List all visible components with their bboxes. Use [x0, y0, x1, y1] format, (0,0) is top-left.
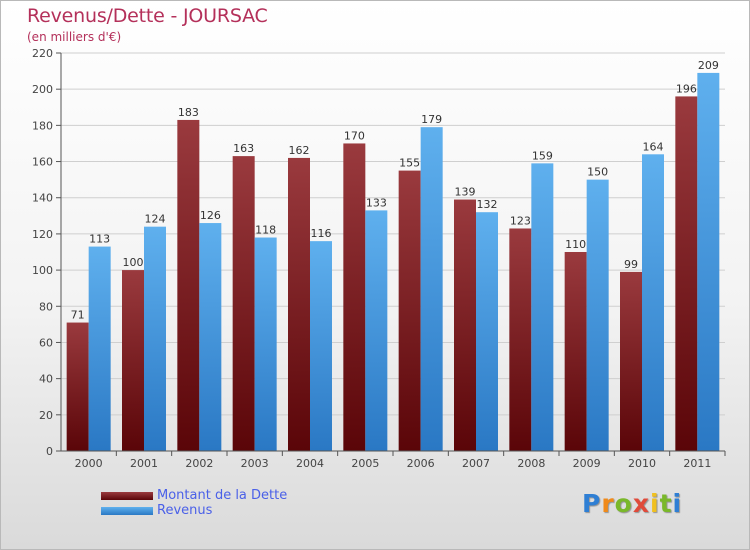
bar-dette: [620, 271, 642, 451]
data-label: 116: [311, 227, 332, 240]
x-tick-label: 2011: [683, 457, 711, 470]
data-label: 126: [200, 209, 221, 222]
bar-revenus: [586, 179, 609, 452]
y-tick-label: 40: [39, 373, 53, 386]
x-tick-label: 2008: [517, 457, 545, 470]
x-tick-label: 2002: [185, 457, 213, 470]
data-label: 179: [421, 113, 442, 126]
bar-dette: [177, 119, 200, 451]
bar-revenus: [144, 226, 166, 451]
data-label: 183: [178, 106, 199, 119]
data-label: 110: [565, 238, 586, 251]
bar-revenus: [476, 212, 498, 451]
y-tick-label: 0: [46, 445, 53, 458]
bar-revenus: [199, 223, 222, 451]
bar-revenus: [420, 127, 443, 451]
legend-item-revenus: Revenus: [101, 503, 287, 518]
x-tick-label: 2010: [628, 457, 656, 470]
data-label: 163: [233, 142, 254, 155]
data-label: 71: [71, 309, 85, 322]
data-label: 159: [532, 149, 553, 162]
data-label: 209: [698, 59, 719, 72]
legend-item-dette: Montant de la Dette: [101, 488, 287, 503]
legend-label-revenus: Revenus: [157, 503, 213, 518]
x-tick-label: 2004: [296, 457, 324, 470]
bar-revenus: [531, 163, 554, 451]
y-tick-label: 160: [32, 156, 53, 169]
x-tick-label: 2001: [130, 457, 158, 470]
y-tick-label: 120: [32, 228, 53, 241]
legend-swatch-dette: [101, 491, 153, 500]
chart-legend: Montant de la Dette Revenus: [101, 488, 287, 518]
data-label: 170: [344, 129, 365, 142]
x-tick-label: 2007: [462, 457, 490, 470]
bar-dette: [66, 322, 89, 451]
data-label: 132: [477, 198, 498, 211]
chart-subtitle: (en milliers d'€): [27, 30, 122, 44]
proxiti-logo: Proxiti: [582, 489, 682, 518]
y-tick-label: 200: [32, 83, 53, 96]
y-tick-label: 140: [32, 192, 53, 205]
bar-revenus: [88, 246, 111, 451]
data-label: 133: [366, 196, 387, 209]
data-label: 100: [123, 256, 144, 269]
data-label: 99: [624, 258, 638, 271]
data-label: 118: [255, 224, 276, 237]
x-tick-label: 2009: [573, 457, 601, 470]
legend-label-dette: Montant de la Dette: [157, 488, 288, 503]
data-label: 162: [289, 144, 310, 157]
bar-dette: [122, 270, 144, 451]
y-tick-label: 180: [32, 119, 53, 132]
data-label: 150: [587, 166, 608, 179]
data-label: 139: [455, 186, 476, 199]
bar-revenus: [642, 154, 664, 452]
bar-revenus: [310, 241, 332, 451]
data-label: 155: [399, 157, 420, 170]
bar-dette: [232, 156, 255, 452]
bar-revenus: [365, 210, 388, 451]
logo-letter: i: [650, 489, 660, 518]
bar-dette: [288, 157, 310, 451]
x-tick-label: 2005: [351, 457, 379, 470]
bar-dette: [343, 143, 366, 452]
logo-letter: P: [582, 489, 602, 518]
y-tick-label: 80: [39, 300, 53, 313]
logo-letter: r: [601, 489, 615, 518]
bar-dette: [398, 170, 421, 451]
bar-dette: [509, 228, 532, 451]
logo-letter: x: [632, 489, 650, 518]
x-tick-label: 2006: [407, 457, 435, 470]
legend-swatch-revenus: [101, 506, 153, 515]
y-tick-label: 60: [39, 336, 53, 349]
y-tick-label: 20: [39, 409, 53, 422]
data-label: 124: [145, 213, 166, 226]
data-label: 123: [510, 214, 531, 227]
x-tick-label: 2000: [75, 457, 103, 470]
y-tick-label: 100: [32, 264, 53, 277]
bar-dette: [454, 199, 476, 451]
logo-letter: o: [614, 489, 633, 518]
x-tick-label: 2003: [241, 457, 269, 470]
data-label: 113: [89, 233, 110, 246]
y-tick-label: 220: [32, 47, 53, 60]
bar-dette: [675, 96, 698, 451]
logo-letter: i: [672, 489, 683, 518]
data-label: 196: [676, 82, 697, 95]
data-label: 164: [643, 140, 664, 153]
bar-revenus: [254, 237, 277, 451]
bar-dette: [564, 252, 587, 451]
bar-revenus: [697, 72, 720, 452]
chart-title: Revenus/Dette - JOURSAC: [27, 5, 268, 27]
logo-letter: t: [659, 489, 673, 518]
